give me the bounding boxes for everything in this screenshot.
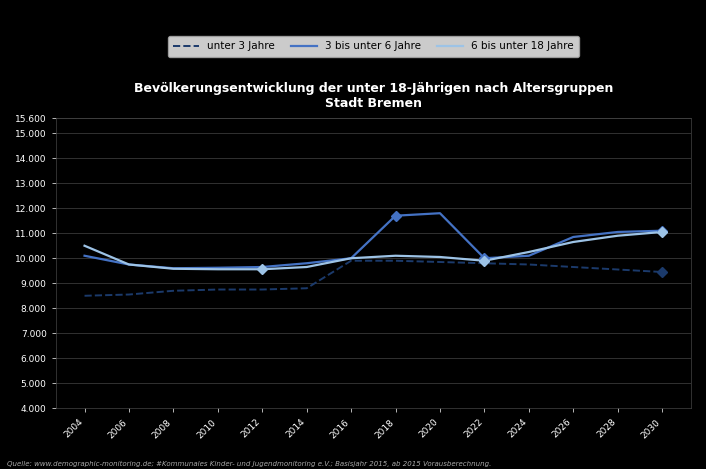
6 bis unter 18 Jahre <box>125 262 133 267</box>
unter 3 Jahre <box>525 262 533 267</box>
unter 3 Jahre <box>480 260 489 266</box>
Line: unter 3 Jahre: unter 3 Jahre <box>85 261 662 296</box>
3 bis unter 6 Jahre <box>80 253 89 258</box>
3 bis unter 6 Jahre <box>391 213 400 219</box>
unter 3 Jahre <box>169 288 178 294</box>
unter 3 Jahre <box>436 259 444 265</box>
6 bis unter 18 Jahre <box>658 229 666 235</box>
6 bis unter 18 Jahre <box>569 239 578 245</box>
unter 3 Jahre <box>614 267 622 272</box>
3 bis unter 6 Jahre <box>125 262 133 267</box>
Title: Bevölkerungsentwicklung der unter 18-Jährigen nach Altersgruppen
Stadt Bremen: Bevölkerungsentwicklung der unter 18-Jäh… <box>133 82 613 110</box>
unter 3 Jahre <box>80 293 89 299</box>
unter 3 Jahre <box>569 264 578 270</box>
Line: 3 bis unter 6 Jahre: 3 bis unter 6 Jahre <box>85 213 662 268</box>
3 bis unter 6 Jahre <box>214 265 222 271</box>
unter 3 Jahre <box>302 286 311 291</box>
3 bis unter 6 Jahre <box>658 228 666 234</box>
6 bis unter 18 Jahre <box>614 233 622 239</box>
6 bis unter 18 Jahre <box>480 258 489 264</box>
3 bis unter 6 Jahre <box>436 211 444 216</box>
6 bis unter 18 Jahre <box>436 254 444 260</box>
6 bis unter 18 Jahre <box>347 256 355 261</box>
3 bis unter 6 Jahre <box>480 256 489 261</box>
unter 3 Jahre <box>658 269 666 275</box>
6 bis unter 18 Jahre <box>80 243 89 249</box>
6 bis unter 18 Jahre <box>214 266 222 272</box>
3 bis unter 6 Jahre <box>525 253 533 258</box>
3 bis unter 6 Jahre <box>258 264 266 270</box>
6 bis unter 18 Jahre <box>302 264 311 270</box>
3 bis unter 6 Jahre <box>569 234 578 240</box>
3 bis unter 6 Jahre <box>302 260 311 266</box>
6 bis unter 18 Jahre <box>391 253 400 258</box>
6 bis unter 18 Jahre <box>525 249 533 255</box>
3 bis unter 6 Jahre <box>614 229 622 235</box>
3 bis unter 6 Jahre <box>347 256 355 261</box>
6 bis unter 18 Jahre <box>169 266 178 272</box>
unter 3 Jahre <box>391 258 400 264</box>
unter 3 Jahre <box>125 292 133 297</box>
unter 3 Jahre <box>258 287 266 292</box>
Text: Quelle: www.demographic-monitoring.de; #Kommunales Kinder- und Jugendmonitoring : Quelle: www.demographic-monitoring.de; #… <box>7 461 491 467</box>
Line: 6 bis unter 18 Jahre: 6 bis unter 18 Jahre <box>85 232 662 269</box>
Legend: unter 3 Jahre, 3 bis unter 6 Jahre, 6 bis unter 18 Jahre: unter 3 Jahre, 3 bis unter 6 Jahre, 6 bi… <box>168 36 579 57</box>
6 bis unter 18 Jahre <box>258 266 266 272</box>
3 bis unter 6 Jahre <box>169 265 178 271</box>
unter 3 Jahre <box>347 258 355 264</box>
unter 3 Jahre <box>214 287 222 292</box>
